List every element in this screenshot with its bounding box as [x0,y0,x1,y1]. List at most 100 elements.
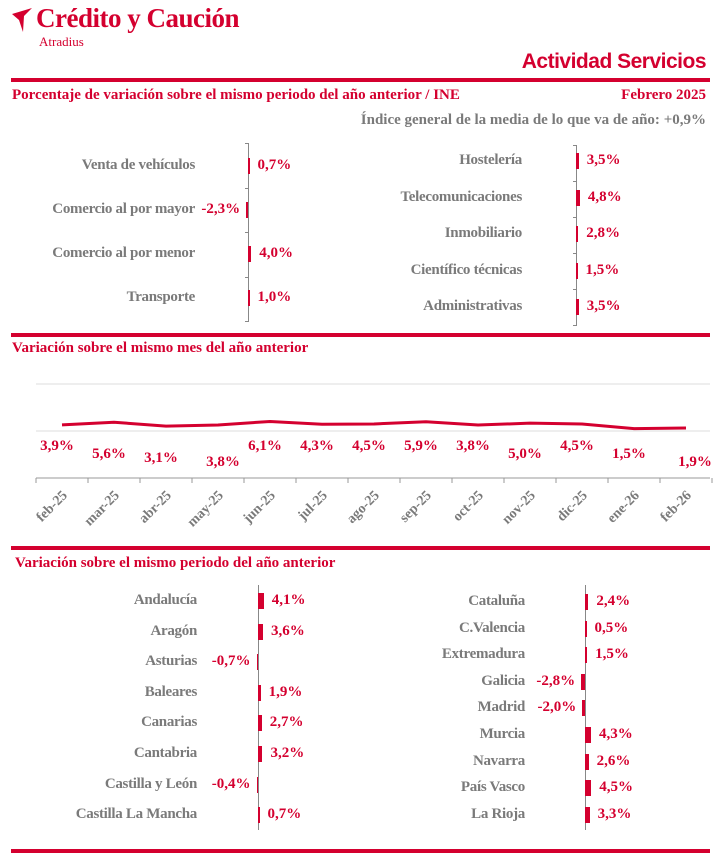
bar [256,654,258,671]
axis-tick [573,325,577,326]
bar [258,684,261,701]
bar [585,727,592,743]
x-tick-label: sep-25 [397,488,435,526]
category-label: Comercio al por mayor [52,201,195,217]
data-label: 3,8% [456,438,490,454]
value-label: 2,8% [586,225,620,241]
value-label: 4,5% [599,779,634,796]
data-label: 1,5% [612,446,646,462]
section3-title: Variación sobre el mismo periodo del año… [15,555,336,571]
data-label: 4,5% [560,438,594,454]
bar [248,158,250,174]
axis-tick [245,187,249,189]
bar [258,746,263,762]
divider [11,78,710,82]
data-label: 5,0% [508,446,542,462]
data-label: 3,8% [206,454,240,470]
category-label: Asturias [145,653,197,670]
axis-line [585,585,586,830]
monthly-line-chart: 3,9% feb-25 5,6% mar-25 3,1% abr-25 3,8% may-25… [34,383,713,530]
value-label: 4,8% [587,188,622,205]
bar [576,299,579,315]
category-label: Comercio al por menor [52,245,195,261]
logo-icon [12,8,32,32]
value-label: 1,9% [268,683,303,700]
bar [576,153,579,169]
data-label: 4,3% [300,438,334,454]
bar [585,780,592,797]
category-label: Cantabria [133,745,197,761]
category-label: País Vasco [460,779,525,796]
value-label: -0,4% [211,775,251,792]
bar [258,807,260,824]
value-label: 1,5% [595,646,629,663]
data-label: 3,9% [40,438,74,454]
data-label: 1,9% [678,454,712,470]
divider [11,546,710,550]
value-label: 0,7% [267,806,302,823]
category-label: Canarias [141,714,197,731]
category-label: C.Valencia [458,619,525,636]
divider [11,849,710,853]
axis-tick [573,289,577,290]
x-tick-label: feb-26 [658,488,695,525]
value-label: 1,0% [257,289,292,305]
axis-tick [573,181,577,182]
value-label: 2,7% [269,714,304,731]
axis-tick [245,321,249,322]
value-label: 4,3% [599,726,633,742]
category-label: Extremadura [441,646,525,663]
bar [585,594,589,610]
data-label: 5,6% [92,446,126,462]
data-label: 5,9% [404,438,438,454]
category-label: Cataluña [468,593,525,609]
value-label: 4,0% [259,245,293,261]
section1-title: Porcentaje de variación sobre el mismo p… [12,87,460,103]
x-tick-label: may-25 [185,488,227,530]
bar [576,189,580,206]
category-label: Andalucía [133,592,197,608]
value-label: 3,2% [270,745,305,761]
brand-sub: Atradius [39,34,84,49]
x-tick-label: nov-25 [500,488,539,527]
axis-tick [573,217,577,218]
series-line [61,419,687,431]
section2-title: Variación sobre el mismo mes del año ant… [12,340,309,356]
x-tick-label: jul-25 [295,488,331,524]
category-label: Venta de vehículos [81,157,196,173]
value-label: 0,7% [257,157,292,173]
value-label: -2,3% [201,201,241,217]
category-label: Madrid [477,699,526,716]
value-label: -2,0% [537,699,577,716]
category-label: Murcia [479,726,526,742]
value-label: 2,4% [596,593,631,609]
value-label: 4,1% [271,592,306,608]
axis-tick [245,276,249,278]
axis-tick [245,143,249,144]
general-index-value: +0,9% [663,112,706,128]
category-label: Baleares [144,683,198,700]
x-tick-label: ago-25 [344,488,383,527]
category-label: Científico técnicas [410,261,523,278]
bar [585,806,590,823]
x-tick-label: feb-25 [34,488,71,525]
axis-tick [573,253,577,254]
data-label: 3,1% [144,450,178,466]
value-label: 3,3% [597,805,632,822]
bar [256,776,258,793]
category-label: Transporte [126,289,196,305]
value-label: 3,6% [271,622,305,639]
category-label: Hostelería [459,152,522,168]
bar [258,593,264,609]
bar [585,753,589,770]
x-tick-label: abr-25 [137,488,175,526]
category-label: Castilla y León [104,775,197,792]
report-date: Febrero 2025 [621,87,706,103]
bar [576,226,579,242]
value-label: 1,5% [585,261,620,278]
axis-tick [245,232,249,233]
x-tick-label: mar-25 [82,488,123,529]
category-label: Castilla La Mancha [75,806,198,823]
x-tick-label: jun-25 [240,488,279,527]
